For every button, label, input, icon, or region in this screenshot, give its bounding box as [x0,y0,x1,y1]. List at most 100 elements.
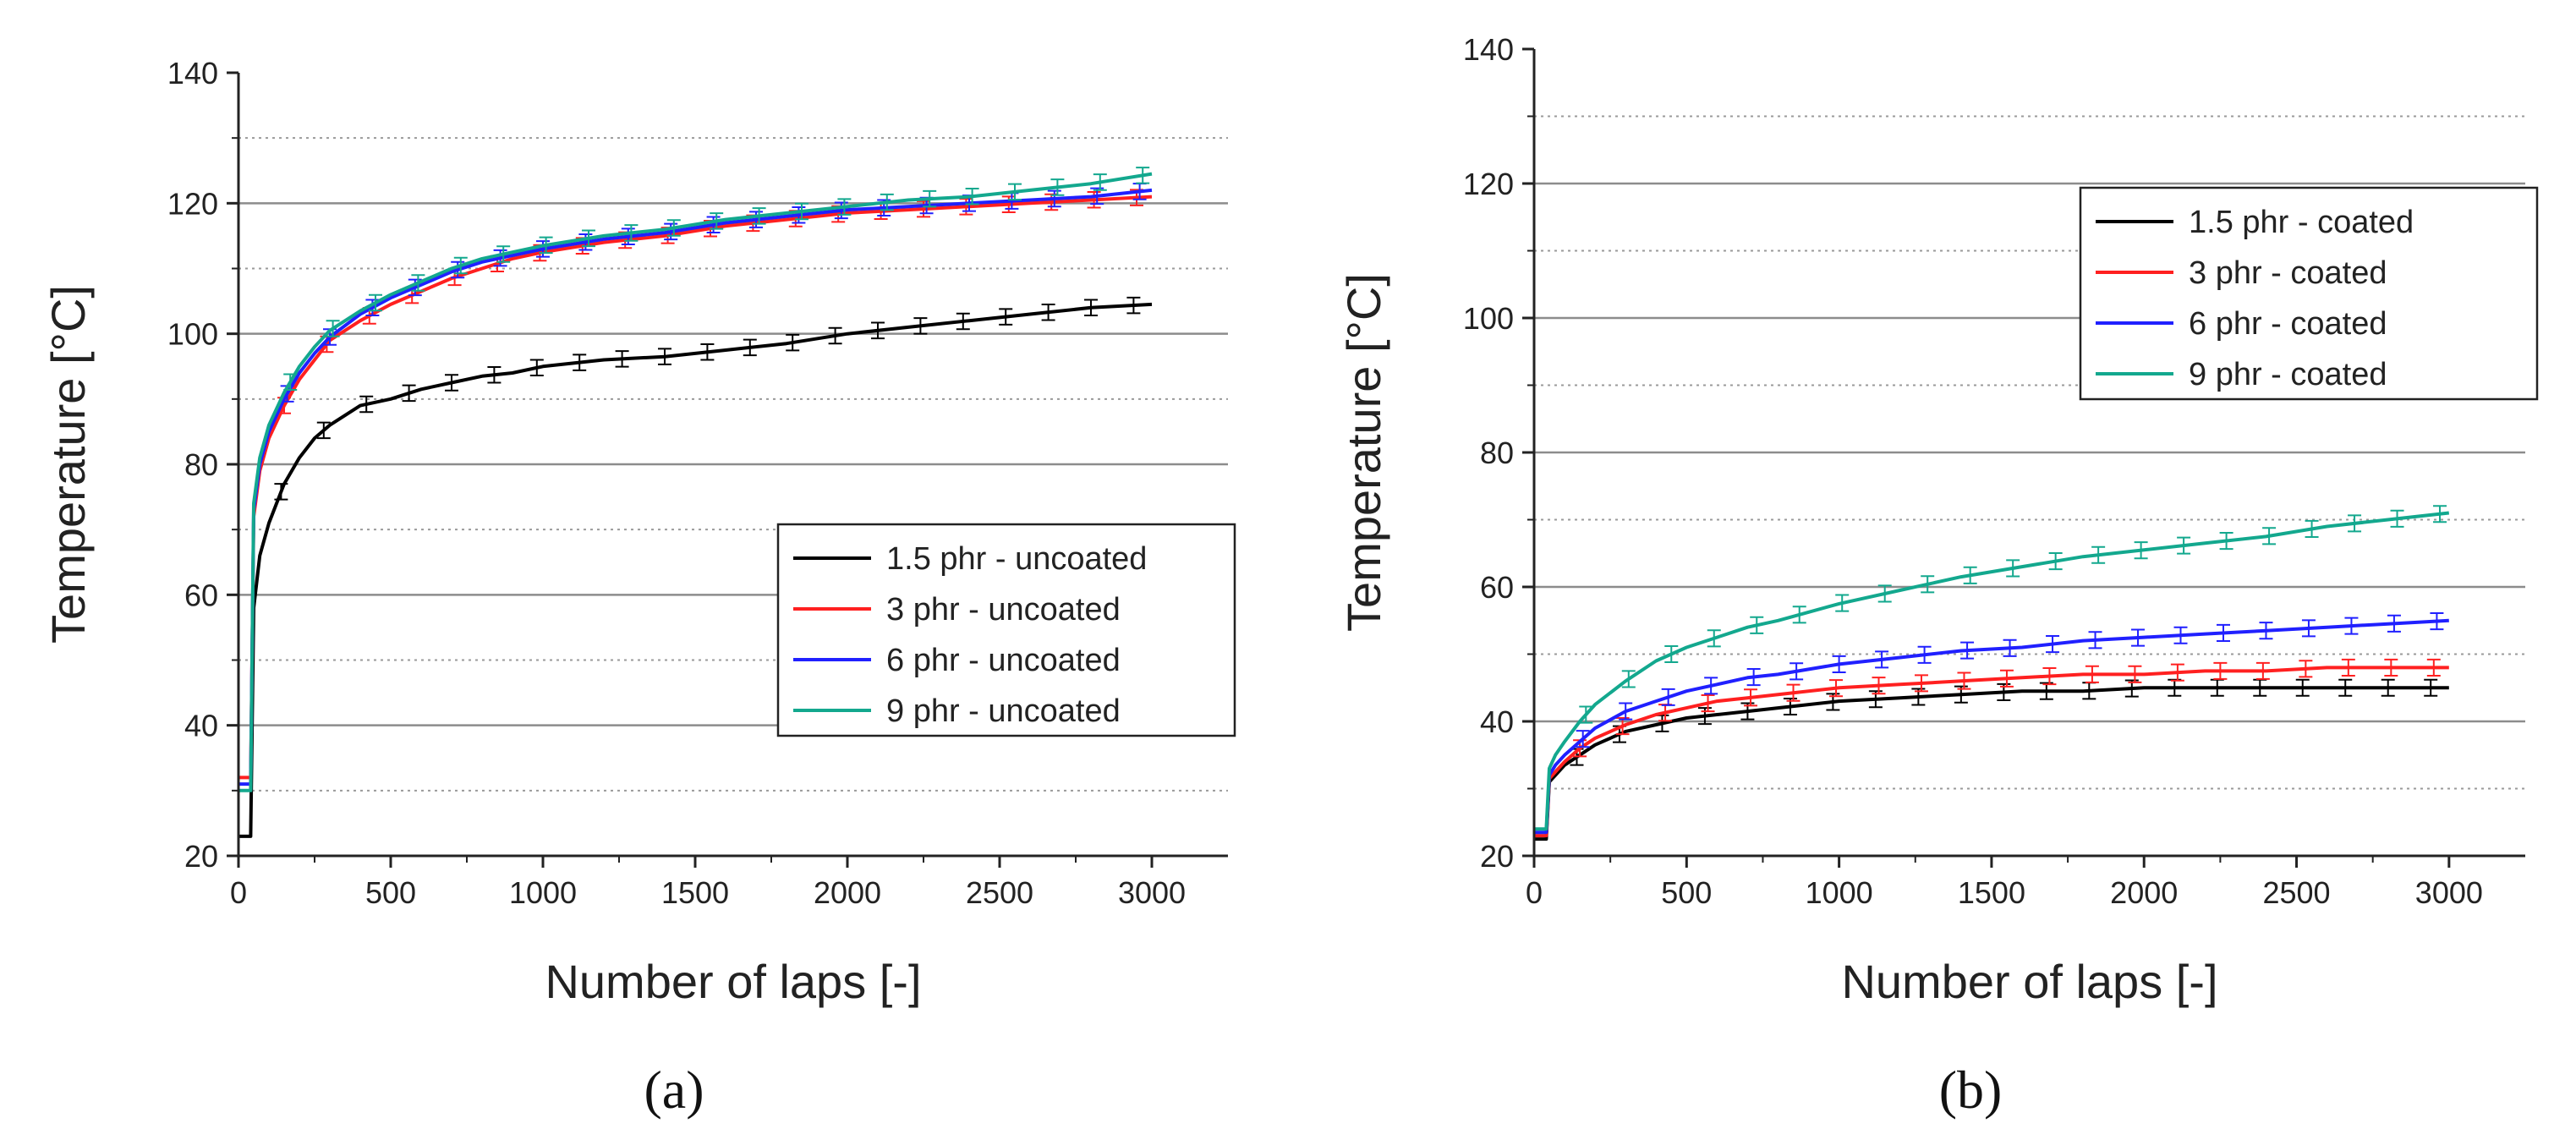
p1-x-tick-label-1: 500 [1661,875,1712,910]
p0-error-bar-3-2830 [1093,173,1107,191]
p1-x-axis-title: Number of laps [-] [1841,955,2217,1008]
p1-error-bar-3-1150 [1877,584,1892,603]
p0-error-bar-0-280 [316,421,331,440]
p0-error-bar-0-2940 [1126,296,1141,315]
p1-error-bar-2-1980 [2131,628,2146,647]
p1-error-bar-1-1130 [1872,677,1886,695]
p1-series-line-0 [1534,686,2449,841]
p0-error-bar-2-1000 [536,240,550,258]
p1-error-bar-2-1560 [2003,639,2017,657]
p0-error-bar-3-2550 [1008,183,1022,201]
p0-error-bar-3-1150 [582,229,595,248]
p1-error-bar-1-1550 [1999,669,2014,688]
p0-legend-label-2: 6 phr - uncoated [886,643,1121,678]
p0-error-bars-0 [274,296,1141,501]
p1-error-bar-2-2540 [2301,619,2316,638]
p1-error-bar-2-300 [1619,702,1633,721]
p1-error-bar-3-2410 [2262,527,2277,545]
p1-error-bar-0-2520 [2295,678,2310,697]
p1-error-bar-1-710 [1744,688,1758,707]
p1-error-bar-2-1000 [1832,655,1846,673]
p0-error-bar-3-1990 [837,198,852,216]
p1-error-bar-3-2970 [2433,505,2447,523]
p1-series-line-2 [1534,618,2449,835]
p0-error-bar-2-1840 [792,206,806,224]
p0-error-bar-0-2800 [1084,299,1098,317]
p0-error-bar-0-560 [402,384,416,403]
p1-x-tick-label-2: 1000 [1806,875,1873,910]
p0-x-tick-label-2: 1000 [509,875,577,910]
p1-y-axis-title: Temperature [°C] [1337,273,1390,632]
p0-error-bar-2-1280 [621,227,635,245]
p0-error-bar-0-1960 [828,326,842,345]
p0-legend-label-0: 1.5 phr - uncoated [886,541,1147,577]
p1-error-bar-1-1690 [2042,666,2057,686]
p1-error-bar-2-2960 [2430,612,2444,631]
p1-error-bar-1-570 [1701,693,1715,713]
p0-error-bar-3-310 [326,320,340,337]
p0-y-tick-label-1: 40 [184,709,218,743]
p0-series-line-2 [238,188,1153,786]
p1-error-bar-1-1410 [1957,671,1971,690]
p1-y-tick-label-5: 120 [1463,167,1514,201]
p1-error-bar-1-1830 [2085,665,2099,683]
p0-error-bar-2-580 [408,278,422,297]
p1-error-bar-2-1420 [1960,641,1975,660]
p1-error-bar-3-1010 [1835,594,1850,612]
p0-error-bar-3-1290 [624,224,639,242]
p1-y-tick-label-2: 60 [1480,570,1514,605]
p1-x-tick-label-3: 1500 [1958,875,2025,910]
p0-error-bars-3 [283,167,1150,392]
p0-error-bar-2-2680 [1047,189,1061,208]
p1-error-bar-2-1700 [2046,635,2060,654]
p0-y-tick-label-4: 100 [167,317,218,352]
p0-x-tick-label-6: 3000 [1118,875,1186,910]
p0-y-tick-label-3: 80 [184,447,218,482]
p1-panel-label: (b) [1939,1060,2003,1120]
p0-error-bar-0-1820 [786,333,800,352]
p1-error-bars-2 [1576,612,2444,748]
p0-error-bar-3-2690 [1050,178,1065,196]
p0-error-bar-1-2810 [1087,191,1101,209]
p0-error-bar-0-1680 [743,338,757,357]
p0-error-bar-0-700 [445,374,458,392]
p1-error-bar-1-1970 [2128,665,2142,683]
p1-error-bar-1-2950 [2426,658,2441,677]
p1-legend-label-0: 1.5 phr - coated [2189,205,2414,240]
p0-y-tick-label-6: 140 [167,56,218,90]
p1-error-bar-1-850 [1786,683,1800,702]
p0-error-bar-0-1260 [615,350,629,368]
p1-y-tick-label-0: 20 [1480,839,1514,874]
p1-error-bar-3-1430 [1963,566,1977,584]
p0-error-bar-0-1540 [700,343,715,361]
p1-error-bar-3-870 [1792,606,1806,624]
p0-x-tick-label-3: 1500 [661,875,729,910]
p1-error-bar-3-1710 [2048,552,2063,571]
p1-error-bar-1-2810 [2384,658,2398,677]
p0-error-bar-3-1570 [710,212,724,230]
p1-error-bar-2-2260 [2216,623,2230,642]
p1-error-bar-2-2680 [2344,617,2359,635]
p0-error-bar-3-2270 [923,189,937,208]
p0-error-bar-3-2410 [965,187,979,206]
p1-y-tick-label-4: 100 [1463,301,1514,336]
chart-panel-a: 20 40 60 80 100 120 140 0 500 1000 1500 2000 2500 300… [41,56,1236,1120]
p0-error-bar-3-2970 [1136,167,1150,184]
p0-error-bar-2-1140 [578,233,593,251]
p0-error-bar-3-2130 [880,193,894,211]
p0-error-bar-0-1120 [573,354,587,371]
p1-error-bar-3-590 [1707,629,1721,648]
p1-legend-label-2: 6 phr - coated [2189,306,2387,342]
p1-error-bar-3-2270 [2219,532,2233,551]
p1-x-tick-label-4: 2000 [2110,875,2178,910]
p1-error-bar-1-2390 [2255,661,2270,680]
p0-error-bar-3-590 [411,274,425,292]
p1-error-bar-2-860 [1789,662,1804,681]
p0-series-line-3 [238,172,1153,792]
p0-error-bar-2-1420 [664,222,678,241]
p1-error-bar-3-450 [1664,644,1679,664]
p0-error-bar-0-420 [359,395,374,414]
p1-error-bar-3-1850 [2091,545,2106,564]
p0-error-bar-0-2380 [956,312,970,331]
